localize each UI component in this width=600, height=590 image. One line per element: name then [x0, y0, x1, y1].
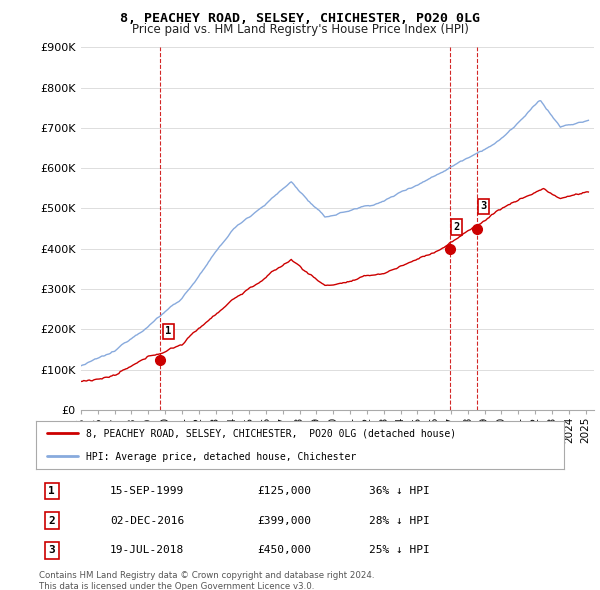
Text: 2: 2: [49, 516, 55, 526]
Text: 28% ↓ HPI: 28% ↓ HPI: [368, 516, 430, 526]
Text: £125,000: £125,000: [258, 486, 312, 496]
Text: 3: 3: [481, 201, 487, 211]
Text: 15-SEP-1999: 15-SEP-1999: [110, 486, 184, 496]
Text: 25% ↓ HPI: 25% ↓ HPI: [368, 545, 430, 555]
Text: 3: 3: [49, 545, 55, 555]
Text: 1: 1: [49, 486, 55, 496]
Text: 36% ↓ HPI: 36% ↓ HPI: [368, 486, 430, 496]
Text: Contains HM Land Registry data © Crown copyright and database right 2024.
This d: Contains HM Land Registry data © Crown c…: [39, 571, 374, 590]
Text: 02-DEC-2016: 02-DEC-2016: [110, 516, 184, 526]
Text: 1: 1: [166, 326, 172, 336]
Text: 8, PEACHEY ROAD, SELSEY, CHICHESTER, PO20 0LG: 8, PEACHEY ROAD, SELSEY, CHICHESTER, PO2…: [120, 12, 480, 25]
Text: HPI: Average price, detached house, Chichester: HPI: Average price, detached house, Chic…: [86, 452, 356, 462]
Text: £450,000: £450,000: [258, 545, 312, 555]
Text: 19-JUL-2018: 19-JUL-2018: [110, 545, 184, 555]
Text: Price paid vs. HM Land Registry's House Price Index (HPI): Price paid vs. HM Land Registry's House …: [131, 23, 469, 36]
Text: 8, PEACHEY ROAD, SELSEY, CHICHESTER,  PO20 0LG (detached house): 8, PEACHEY ROAD, SELSEY, CHICHESTER, PO2…: [86, 429, 456, 439]
Text: £399,000: £399,000: [258, 516, 312, 526]
Text: 2: 2: [453, 222, 460, 232]
